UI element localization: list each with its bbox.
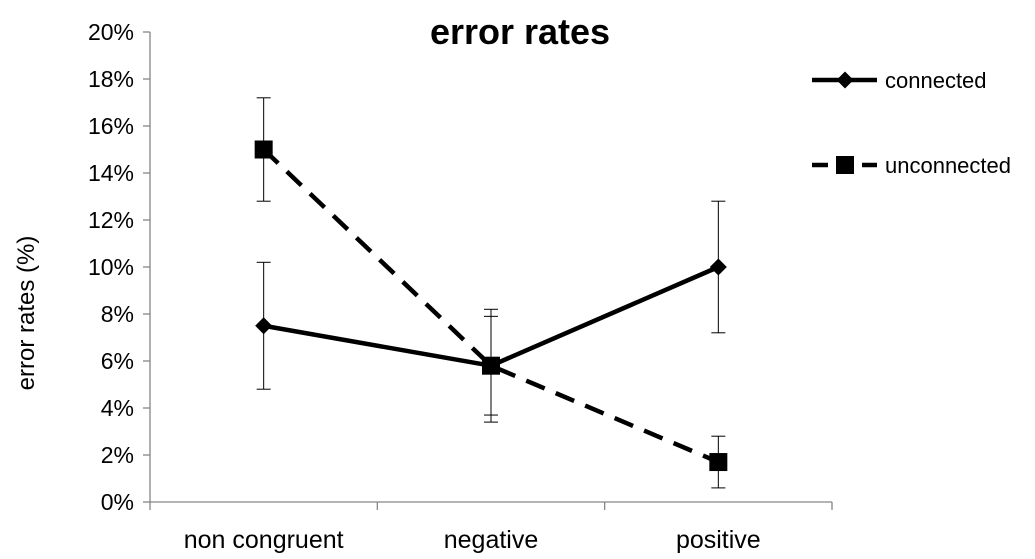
series-layer: [254, 97, 728, 489]
y-tick-label: 14%: [88, 160, 134, 186]
y-tick-label: 18%: [88, 66, 134, 92]
y-tick-label: 0%: [101, 489, 134, 515]
data-point-diamond: [255, 317, 273, 335]
legend-marker: [836, 156, 854, 174]
data-point-square: [709, 453, 728, 472]
x-category-label: negative: [444, 526, 539, 554]
y-tick-label: 20%: [88, 19, 134, 45]
legend-item: connected: [812, 68, 987, 93]
y-axis-ticks: 0% 2% 4% 6% 8% 10% 12% 14% 16% 18% 20%: [88, 19, 150, 515]
data-point-square: [482, 356, 500, 375]
y-tick-label: 8%: [101, 301, 134, 327]
x-axis-ticks: non congruent negative positive: [149, 502, 833, 554]
y-tick-label: 6%: [101, 348, 134, 374]
series-unconnected: [254, 97, 728, 489]
y-tick-label: 10%: [88, 254, 134, 280]
legend-marker: [836, 71, 854, 89]
y-axis-label: error rates (%): [13, 236, 40, 391]
y-tick-label: 4%: [101, 395, 134, 421]
series-line: [262, 147, 720, 465]
data-point-square: [254, 140, 273, 159]
y-tick-label: 16%: [88, 113, 134, 139]
y-tick-label: 2%: [101, 442, 134, 468]
legend-item: unconnected: [812, 153, 1011, 178]
legend: connected unconnected: [812, 68, 1011, 178]
chart-title: error rates: [430, 11, 610, 52]
data-point-diamond: [709, 258, 727, 276]
y-tick-label: 12%: [88, 207, 134, 233]
x-category-label: positive: [676, 526, 761, 554]
legend-label: connected: [885, 68, 987, 93]
legend-label: unconnected: [885, 153, 1011, 178]
x-category-label: non congruent: [184, 526, 344, 554]
axes: [149, 32, 832, 503]
